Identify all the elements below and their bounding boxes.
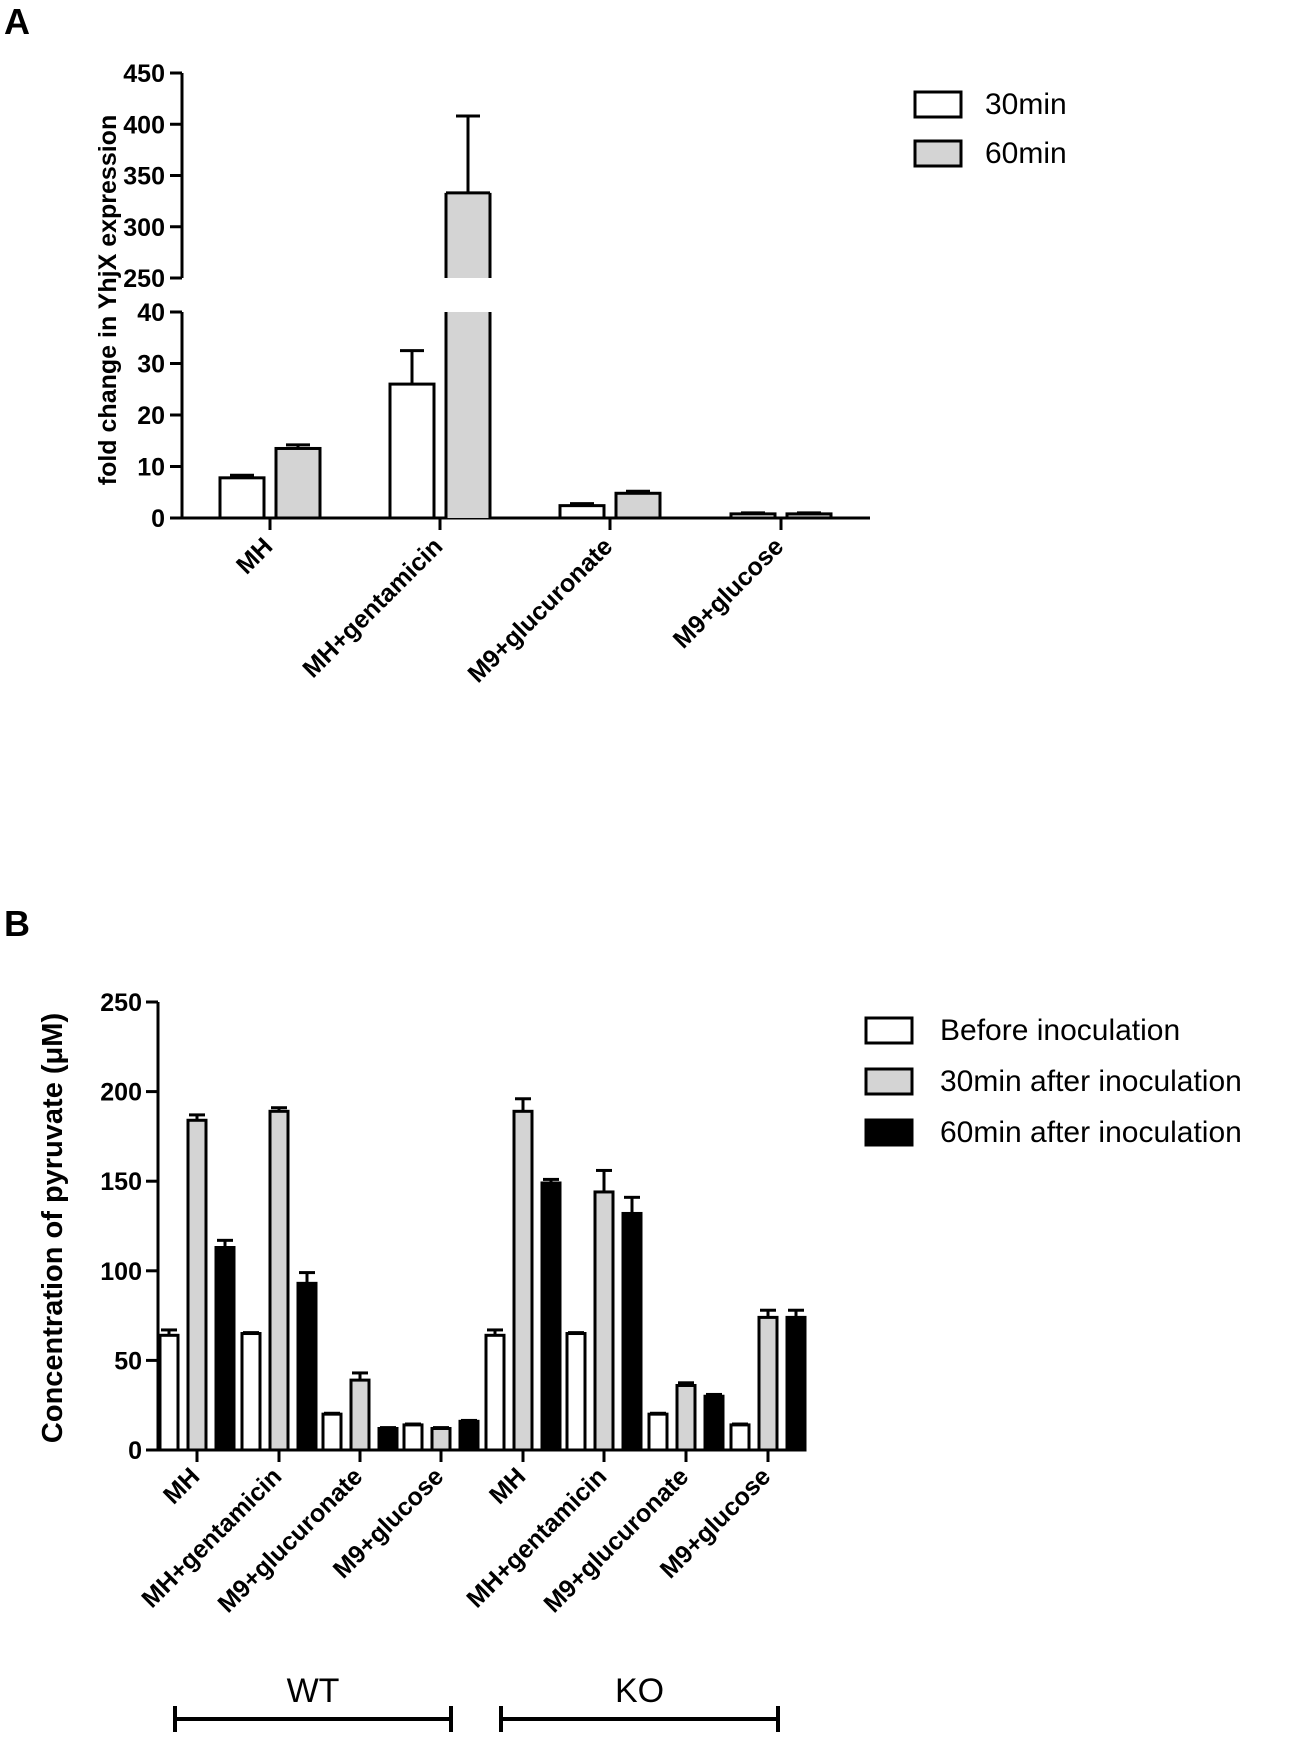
panel-a-letter: A [4,1,30,42]
bar [430,1426,452,1452]
bar [296,1281,318,1452]
legend-label: 60min [985,137,1067,170]
bar [512,1109,534,1452]
legend-label: 60min after inoculation [940,1116,1242,1149]
bar [458,1419,480,1452]
bar [614,491,662,520]
x-tick-label: M9+glucose [668,532,790,654]
bar [729,1423,751,1452]
bar [647,1412,669,1452]
y-tick-label: 10 [137,454,165,482]
bar [785,1315,807,1452]
bar [593,1190,615,1452]
x-tick-label: MH+gentamicin [297,532,448,683]
panel-b-chart: 0 50 100 150 200 250 Concentration of pyruvate… [37,989,1242,1732]
x-tick-label: M9+glucuronate [212,1462,368,1618]
bar [402,1423,424,1452]
x-tick-label: MH [231,532,278,579]
x-tick-label: MH [484,1462,531,1509]
y-tick-label: 50 [114,1347,142,1375]
bar [240,1332,262,1452]
bar [321,1412,343,1452]
bar [218,476,266,520]
x-tick-label: MH [158,1462,205,1509]
bar [785,512,833,520]
y-tick-label: 350 [123,163,165,191]
bar [703,1394,725,1452]
bar [377,1426,399,1452]
bar [446,192,490,278]
y-tick-label: 300 [123,214,165,242]
y-tick-label: 0 [128,1437,142,1465]
legend-swatch [864,1118,914,1147]
x-tick-label: MH+gentamicin [136,1462,287,1613]
legend-label: 30min after inoculation [940,1065,1242,1098]
y-tick-label: 20 [137,402,165,430]
y-tick-label: 450 [123,60,165,88]
y-tick-label: 250 [100,989,142,1017]
y-axis-label: fold change in YhjX expression [94,115,122,485]
bar [186,1118,208,1452]
y-tick-label: 250 [123,265,165,293]
x-tick-label: M9+glucuronate [538,1462,694,1618]
y-tick-label: 0 [151,505,165,533]
bar [158,1333,180,1452]
y-tick-label: 400 [123,111,165,139]
bar [757,1315,779,1452]
y-tick-label: 150 [100,1168,142,1196]
bar [388,382,436,520]
bar [729,512,777,520]
legend-label: 30min [985,88,1067,121]
panel-b-letter: B [4,903,30,944]
bar [621,1211,643,1452]
legend-swatch [913,90,963,119]
bar [274,446,322,520]
y-tick-label: 30 [137,351,165,379]
group-label: KO [615,1672,664,1710]
bar [540,1181,562,1452]
bar [565,1332,587,1452]
y-axis-label: Concentration of pyruvate (μM) [37,1013,69,1443]
legend-swatch [864,1016,914,1045]
y-tick-label: 40 [137,299,165,327]
bar [675,1383,697,1452]
legend-label: Before inoculation [940,1014,1180,1047]
legend-swatch [864,1067,914,1096]
bar [214,1246,236,1452]
bar [349,1378,371,1452]
x-tick-label: MH+gentamicin [461,1462,612,1613]
bar [484,1333,506,1452]
legend-swatch [913,139,963,168]
bar [558,504,606,520]
group-label: WT [287,1672,340,1710]
x-tick-label: M9+glucuronate [462,532,618,688]
y-tick-label: 100 [100,1258,142,1286]
y-tick-label: 200 [100,1079,142,1107]
bar [446,312,490,518]
bar [268,1109,290,1452]
